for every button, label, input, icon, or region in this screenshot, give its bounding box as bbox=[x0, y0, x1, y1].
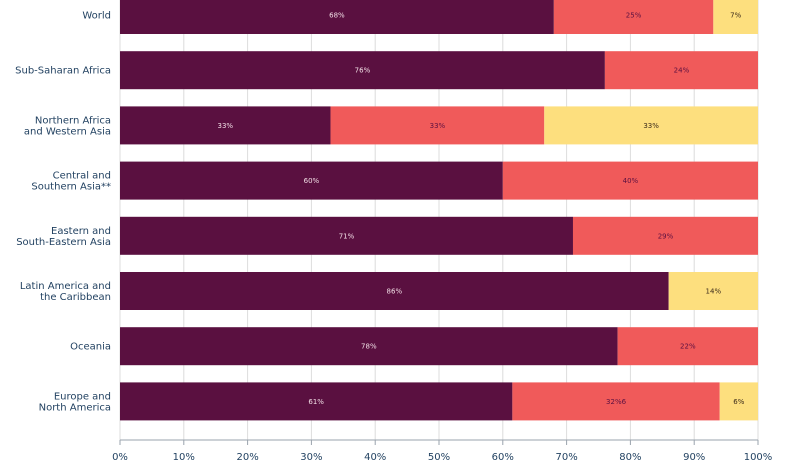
data-label: 68% bbox=[329, 12, 345, 20]
category-label: Latin America and the Caribbean bbox=[20, 281, 111, 303]
bar-segment bbox=[668, 272, 758, 310]
x-tick-label: 80% bbox=[619, 452, 641, 463]
data-label: 40% bbox=[623, 177, 639, 185]
data-label: 33% bbox=[643, 122, 659, 130]
bar-segment bbox=[553, 0, 714, 34]
bar-segment bbox=[544, 106, 758, 145]
data-label: 32%6 bbox=[606, 398, 627, 406]
bars: 68% 25% 7% 76% 24% 33% 33% 33% 60% 40% 71% 29% 86% 14… bbox=[120, 0, 758, 421]
bar-segment bbox=[604, 51, 758, 90]
data-label: 29% bbox=[658, 232, 674, 240]
bar-segment bbox=[719, 382, 758, 421]
x-tick-label: 90% bbox=[683, 452, 705, 463]
bar-segment bbox=[330, 106, 545, 145]
bar-segment bbox=[512, 382, 720, 421]
data-label: 6% bbox=[733, 398, 744, 406]
bar-segment bbox=[617, 327, 758, 366]
x-axis: 0% 10% 20% 30% 40% 50% 60% 70% 80% 90% 100% bbox=[112, 439, 773, 463]
bar-segment bbox=[120, 382, 513, 421]
category-label: Northern Africa and Western Asia bbox=[24, 115, 111, 137]
bar-segment bbox=[572, 216, 758, 255]
data-label: 14% bbox=[706, 288, 722, 296]
x-tick-label: 30% bbox=[300, 452, 322, 463]
data-label: 76% bbox=[355, 67, 371, 75]
data-label: 78% bbox=[361, 343, 377, 351]
bar-segment bbox=[713, 0, 758, 34]
x-tick-label: 10% bbox=[173, 452, 195, 463]
bar-segment bbox=[502, 161, 758, 200]
bar-segment bbox=[120, 51, 605, 90]
data-label: 7% bbox=[730, 12, 741, 20]
x-tick-label: 70% bbox=[555, 452, 577, 463]
category-label: World bbox=[82, 11, 111, 22]
data-label: 24% bbox=[674, 67, 690, 75]
x-tick-label: 40% bbox=[364, 452, 386, 463]
bar-segment bbox=[120, 106, 331, 145]
bar-segment bbox=[120, 216, 573, 255]
category-label: Europe and North America bbox=[39, 391, 111, 413]
bar-segment bbox=[120, 272, 669, 310]
category-labels: World Sub-Saharan Africa Northern Africa an… bbox=[15, 11, 111, 414]
bar-segment bbox=[120, 327, 618, 366]
data-label: 86% bbox=[387, 288, 403, 296]
data-label: 60% bbox=[304, 177, 320, 185]
x-tick-label: 100% bbox=[744, 452, 773, 463]
data-label: 61% bbox=[308, 398, 324, 406]
data-label: 33% bbox=[430, 122, 446, 130]
data-label: 25% bbox=[626, 12, 642, 20]
category-label: Central and Southern Asia** bbox=[31, 171, 111, 193]
data-label: 22% bbox=[680, 343, 696, 351]
bar-segment bbox=[120, 0, 554, 34]
data-label: 33% bbox=[217, 122, 233, 130]
data-label: 71% bbox=[339, 232, 355, 240]
category-label: Eastern and South-Eastern Asia bbox=[16, 226, 111, 248]
x-tick-label: 0% bbox=[112, 452, 128, 463]
x-tick-label: 50% bbox=[428, 452, 450, 463]
x-tick-label: 60% bbox=[492, 452, 514, 463]
bar-segment bbox=[120, 161, 503, 200]
x-tick-label: 20% bbox=[236, 452, 258, 463]
category-label: Sub-Saharan Africa bbox=[15, 66, 111, 77]
category-label: Oceania bbox=[70, 342, 111, 353]
